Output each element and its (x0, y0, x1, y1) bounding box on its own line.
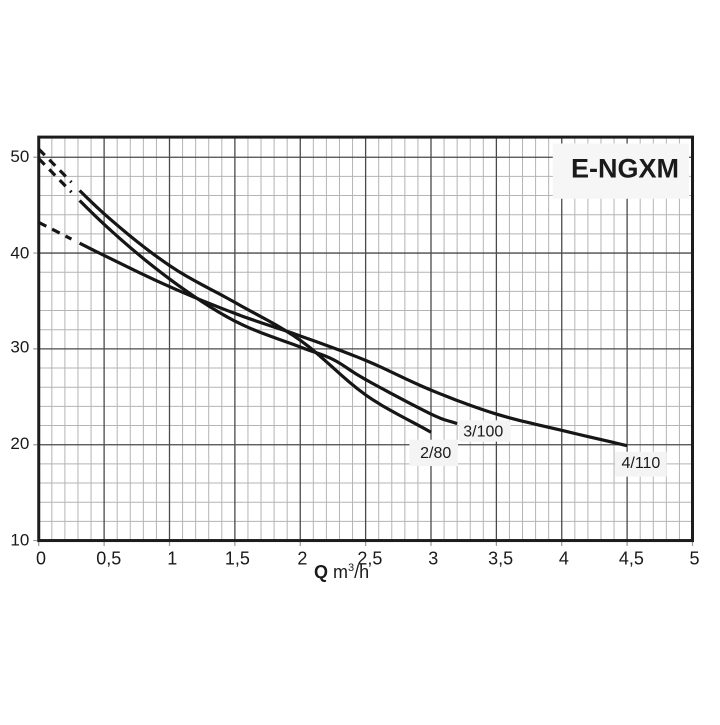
svg-text:4/110: 4/110 (621, 455, 660, 472)
svg-text:E-NGXM: E-NGXM (571, 154, 679, 184)
svg-text:40: 40 (10, 243, 29, 262)
svg-text:4: 4 (559, 548, 569, 568)
svg-text:3,5: 3,5 (488, 548, 513, 568)
svg-text:3/100: 3/100 (463, 424, 503, 441)
svg-text:2,5: 2,5 (357, 548, 382, 568)
svg-text:2: 2 (297, 548, 307, 568)
svg-text:2/80: 2/80 (420, 445, 451, 462)
svg-text:1: 1 (167, 548, 177, 568)
svg-text:3: 3 (428, 548, 438, 568)
svg-text:50: 50 (10, 147, 29, 166)
svg-text:0,5: 0,5 (96, 548, 121, 568)
svg-text:4,5: 4,5 (619, 548, 644, 568)
svg-text:Q m3/h: Q m3/h (314, 562, 369, 582)
svg-text:30: 30 (10, 338, 29, 357)
svg-text:10: 10 (10, 530, 29, 549)
svg-text:0: 0 (36, 548, 46, 568)
svg-text:5: 5 (689, 548, 699, 568)
svg-text:1,5: 1,5 (225, 548, 250, 568)
svg-text:20: 20 (10, 434, 29, 453)
